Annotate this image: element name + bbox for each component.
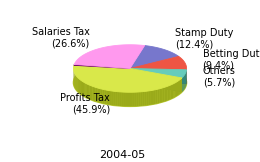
Polygon shape <box>175 82 176 97</box>
Polygon shape <box>110 91 112 105</box>
Polygon shape <box>114 91 116 106</box>
Polygon shape <box>112 91 114 105</box>
Polygon shape <box>80 80 81 94</box>
Polygon shape <box>74 45 145 69</box>
Polygon shape <box>166 86 168 101</box>
Polygon shape <box>118 92 120 106</box>
Polygon shape <box>142 92 144 106</box>
Polygon shape <box>181 78 182 93</box>
Polygon shape <box>173 83 175 98</box>
Polygon shape <box>88 84 89 99</box>
Polygon shape <box>128 92 130 106</box>
Polygon shape <box>76 75 77 91</box>
Polygon shape <box>77 77 78 92</box>
Polygon shape <box>176 82 177 97</box>
Polygon shape <box>164 87 166 102</box>
Polygon shape <box>104 90 106 104</box>
Polygon shape <box>106 90 108 104</box>
Polygon shape <box>169 85 171 100</box>
Polygon shape <box>130 46 179 69</box>
Text: Others
(5.7%): Others (5.7%) <box>203 66 236 88</box>
Polygon shape <box>144 91 146 106</box>
Polygon shape <box>75 75 76 90</box>
Polygon shape <box>156 89 158 104</box>
Polygon shape <box>130 69 186 84</box>
Polygon shape <box>101 89 102 103</box>
Polygon shape <box>108 90 110 105</box>
Polygon shape <box>148 91 150 105</box>
Polygon shape <box>140 92 142 106</box>
Polygon shape <box>161 88 163 103</box>
Polygon shape <box>132 92 134 106</box>
Ellipse shape <box>73 59 187 106</box>
Polygon shape <box>86 83 87 98</box>
Polygon shape <box>94 87 96 102</box>
Polygon shape <box>136 92 138 106</box>
Polygon shape <box>87 84 88 99</box>
Polygon shape <box>130 69 182 92</box>
Polygon shape <box>130 69 182 92</box>
Polygon shape <box>74 64 130 69</box>
Polygon shape <box>93 86 94 101</box>
Polygon shape <box>102 89 104 104</box>
Polygon shape <box>172 84 173 99</box>
Text: Salaries Tax
(26.6%): Salaries Tax (26.6%) <box>32 27 90 48</box>
Polygon shape <box>96 87 97 102</box>
Polygon shape <box>158 89 159 103</box>
Polygon shape <box>78 78 79 93</box>
Polygon shape <box>91 86 93 100</box>
Text: 2004-05: 2004-05 <box>99 150 145 160</box>
Polygon shape <box>82 81 83 96</box>
Text: Profits Tax
(45.9%): Profits Tax (45.9%) <box>60 93 110 115</box>
Polygon shape <box>97 88 99 103</box>
Polygon shape <box>130 69 186 78</box>
Polygon shape <box>178 80 179 95</box>
Polygon shape <box>168 86 169 100</box>
Text: Stamp Duty
(12.4%): Stamp Duty (12.4%) <box>175 28 233 50</box>
Polygon shape <box>73 65 182 92</box>
Polygon shape <box>134 92 136 106</box>
Polygon shape <box>130 92 132 106</box>
Polygon shape <box>179 80 180 94</box>
Polygon shape <box>146 91 148 105</box>
Polygon shape <box>83 82 84 97</box>
Polygon shape <box>99 88 101 103</box>
Polygon shape <box>154 90 156 104</box>
Polygon shape <box>130 69 186 84</box>
Polygon shape <box>120 92 122 106</box>
Polygon shape <box>159 88 161 103</box>
Polygon shape <box>138 92 140 106</box>
Polygon shape <box>177 81 178 96</box>
Text: Betting Duty
(9.4%): Betting Duty (9.4%) <box>203 49 260 70</box>
Polygon shape <box>122 92 124 106</box>
Polygon shape <box>150 90 152 105</box>
Polygon shape <box>152 90 154 104</box>
Polygon shape <box>74 73 75 88</box>
Polygon shape <box>171 84 172 99</box>
Polygon shape <box>81 80 82 95</box>
Polygon shape <box>84 82 86 97</box>
Polygon shape <box>126 92 128 106</box>
Polygon shape <box>79 79 80 94</box>
Polygon shape <box>124 92 126 106</box>
Polygon shape <box>130 56 187 70</box>
Polygon shape <box>89 85 91 100</box>
Polygon shape <box>163 87 164 102</box>
Polygon shape <box>116 92 118 106</box>
Polygon shape <box>180 79 181 94</box>
